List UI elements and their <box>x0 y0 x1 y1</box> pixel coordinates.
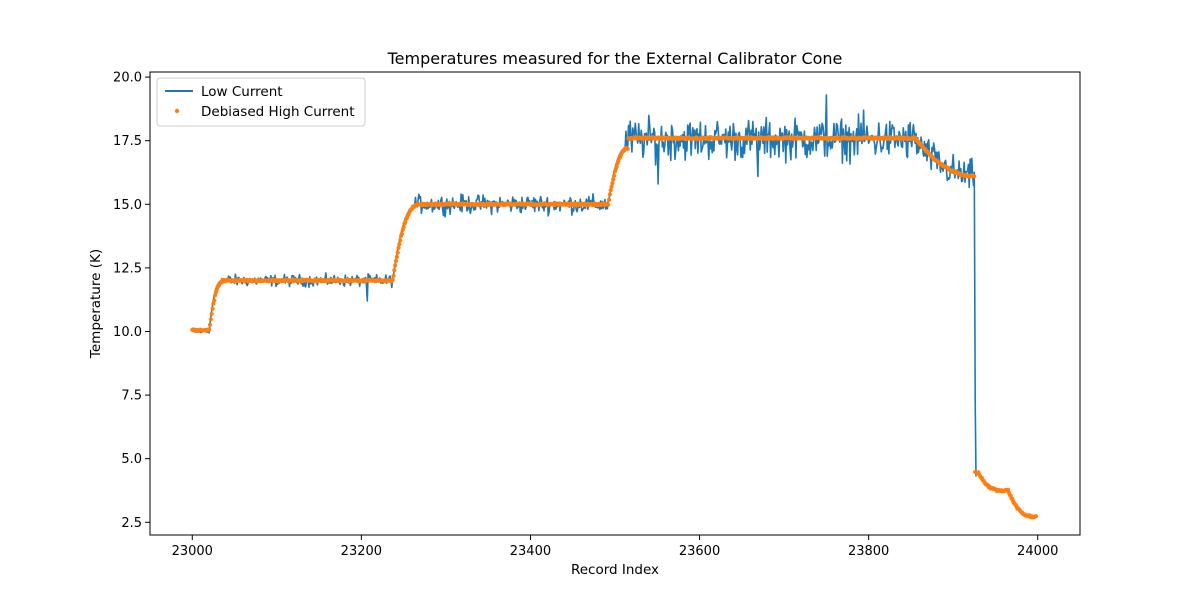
scatter-point <box>403 219 408 225</box>
y-tick-label: 20.0 <box>113 71 142 86</box>
scatter-point <box>608 188 613 193</box>
x-tick-label: 23600 <box>679 544 720 559</box>
scatter-point <box>393 263 398 268</box>
y-tick-label: 12.5 <box>113 261 142 276</box>
scatter-point <box>397 242 402 247</box>
scatter-point <box>395 250 400 255</box>
x-tick-label: 23400 <box>510 544 551 559</box>
scatter-point <box>607 197 612 202</box>
y-axis-ticks: 2.5 5.0 7.5 10.0 12.5 15.0 17.5 20.0 <box>113 71 150 531</box>
scatter-point <box>209 311 214 316</box>
y-tick-label: 2.5 <box>121 516 142 531</box>
x-tick-label: 23800 <box>848 544 889 559</box>
x-tick-label: 23000 <box>172 544 213 559</box>
scatter-point <box>390 277 395 282</box>
scatter-point <box>625 146 630 151</box>
scatter-point <box>611 177 616 182</box>
x-tick-label: 24000 <box>1017 544 1058 559</box>
legend-label-debiased-high-current: Debiased High Current <box>201 104 355 120</box>
axes-frame <box>149 71 1081 536</box>
scatter-point <box>393 258 399 264</box>
y-tick-label: 10.0 <box>113 325 142 340</box>
scatter-point <box>394 254 399 259</box>
x-axis-ticks: 23000 23200 23400 23600 23800 24000 <box>172 535 1058 559</box>
scatter-point <box>972 174 977 179</box>
scatter-point <box>1033 514 1039 519</box>
scatter-point <box>392 268 397 273</box>
legend: Low Current Debiased High Current <box>156 77 366 127</box>
scatter-point <box>398 238 403 243</box>
y-tick-label: 5.0 <box>121 452 142 467</box>
scatter-point <box>391 273 396 278</box>
legend-dot-swatch <box>174 108 180 114</box>
y-axis-label: Temperature (K) <box>88 249 104 359</box>
x-axis-label: Record Index <box>571 562 659 578</box>
scatter-point <box>396 245 401 250</box>
scatter-point <box>610 181 615 186</box>
legend-box <box>156 77 366 127</box>
scatter-point <box>609 184 614 189</box>
scatter-point <box>207 327 212 332</box>
scatter-point <box>401 225 406 230</box>
scatter-point <box>606 202 611 207</box>
chart-title: Temperatures measured for the External C… <box>387 49 843 68</box>
scatter-point <box>213 293 218 298</box>
scatter-point <box>210 306 215 311</box>
plot-area <box>149 71 1081 536</box>
scatter-point <box>208 317 213 322</box>
scatter-point <box>612 173 617 178</box>
scatter-point <box>399 231 404 237</box>
scatter-point <box>607 192 613 197</box>
x-tick-label: 23200 <box>341 544 382 559</box>
scatter-point <box>212 298 217 303</box>
scatter-point <box>614 164 619 169</box>
y-tick-label: 7.5 <box>121 389 142 404</box>
scatter-point <box>211 301 216 306</box>
legend-label-low-current: Low Current <box>201 84 283 100</box>
y-tick-label: 17.5 <box>113 134 142 149</box>
y-tick-label: 15.0 <box>113 198 142 213</box>
scatter-point <box>207 322 213 327</box>
series-layer <box>190 94 1039 520</box>
debiased-high-current-points <box>190 135 1039 520</box>
